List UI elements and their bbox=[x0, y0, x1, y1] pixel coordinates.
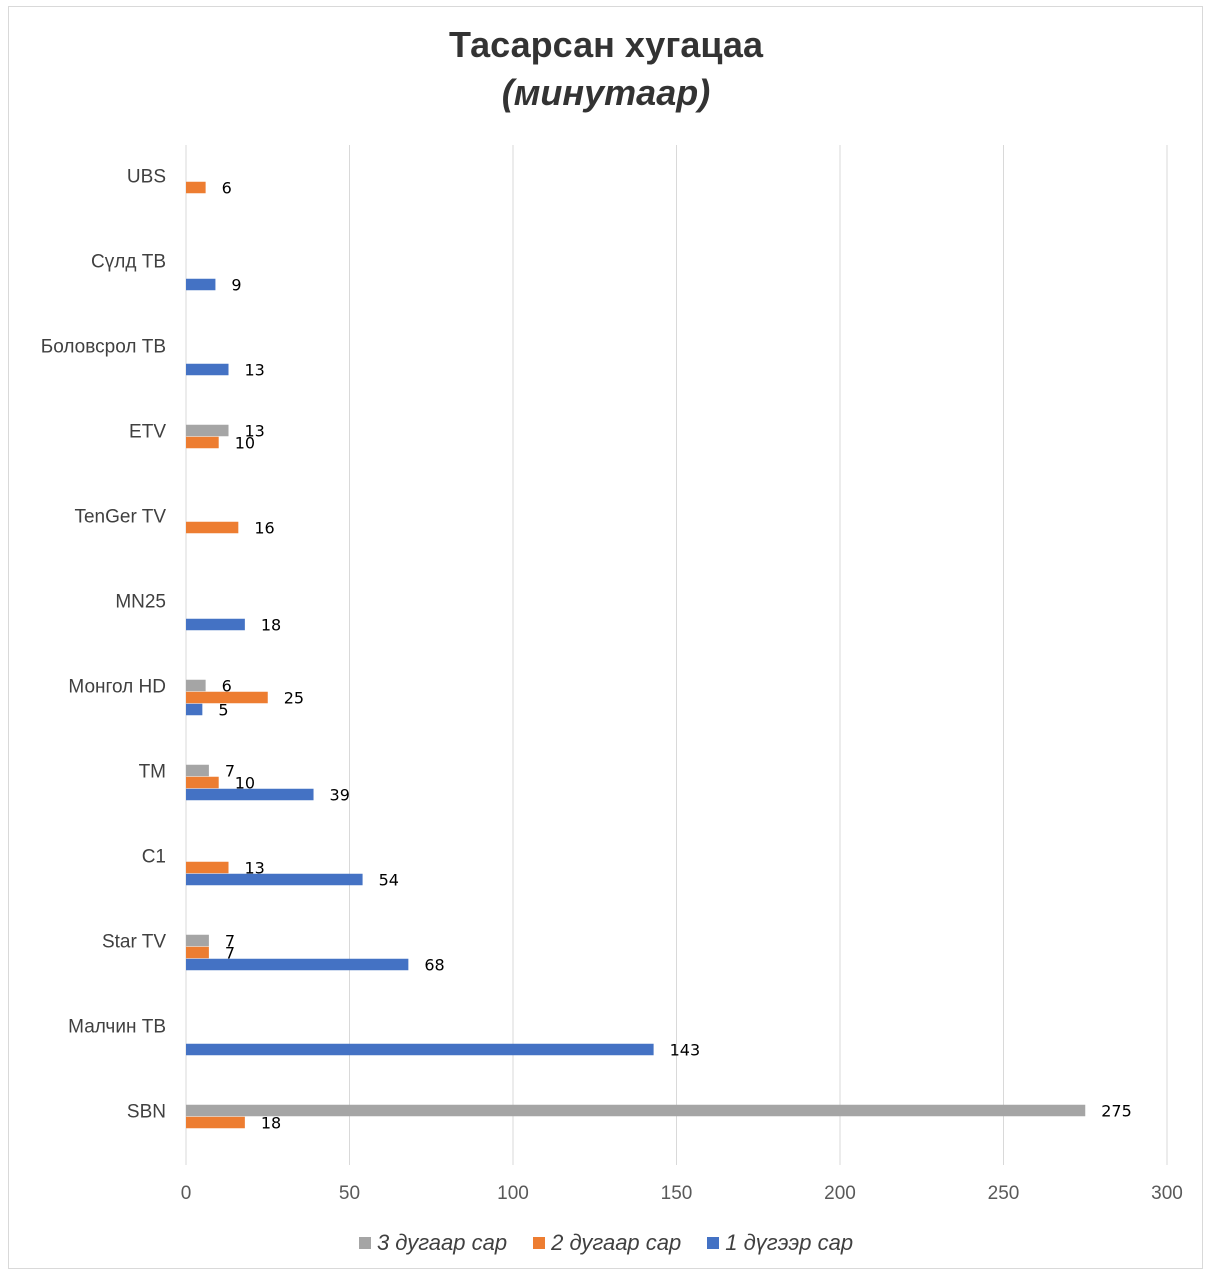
bar bbox=[186, 764, 209, 777]
legend-swatch bbox=[707, 1237, 720, 1249]
data-label: 10 bbox=[235, 434, 255, 453]
legend-item: 2 дугаар сар bbox=[533, 1230, 681, 1256]
data-label: 13 bbox=[245, 361, 265, 380]
chart-legend: 3 дугаар сар 2 дугаар сар 1 дүгээр сар bbox=[0, 1230, 1212, 1256]
y-category-label: UBS bbox=[127, 167, 166, 188]
bar bbox=[186, 1043, 654, 1056]
bar bbox=[186, 1104, 1086, 1117]
bar bbox=[186, 703, 203, 716]
y-category-label: MN25 bbox=[115, 592, 166, 613]
bar bbox=[186, 873, 363, 886]
x-tick-label: 250 bbox=[988, 1183, 1020, 1204]
data-label: 16 bbox=[254, 519, 274, 538]
bar bbox=[186, 788, 314, 801]
data-label: 7 bbox=[225, 762, 235, 781]
legend-label: 3 дугаар сар bbox=[376, 1230, 508, 1255]
bar bbox=[186, 424, 229, 437]
bar bbox=[186, 679, 206, 692]
data-label: 25 bbox=[284, 689, 304, 708]
data-label: 10 bbox=[235, 774, 255, 793]
x-tick-label: 300 bbox=[1151, 1183, 1183, 1204]
data-label: 39 bbox=[330, 786, 350, 805]
x-tick-label: 200 bbox=[824, 1183, 856, 1204]
legend-label: 2 дугаар сар bbox=[551, 1230, 682, 1255]
x-tick-label: 0 bbox=[181, 1183, 192, 1204]
bar bbox=[186, 1116, 245, 1129]
chart-subtitle: (минутаар) bbox=[501, 72, 711, 113]
data-label: 68 bbox=[424, 956, 444, 975]
bar bbox=[186, 278, 216, 291]
x-tick-label: 50 bbox=[339, 1183, 360, 1204]
data-label: 7 bbox=[225, 932, 235, 951]
data-label: 54 bbox=[379, 871, 399, 890]
legend-item: 1 дүгээр сар bbox=[707, 1230, 853, 1256]
data-label: 18 bbox=[261, 1114, 281, 1133]
bar bbox=[186, 861, 229, 874]
x-tick-label: 100 bbox=[497, 1183, 529, 1204]
bar bbox=[186, 181, 206, 194]
bar bbox=[186, 946, 209, 959]
bar bbox=[186, 436, 219, 449]
data-label: 18 bbox=[261, 616, 281, 635]
y-category-label: TM bbox=[139, 762, 166, 783]
data-label: 275 bbox=[1101, 1102, 1132, 1121]
y-category-label: TenGer TV bbox=[74, 507, 166, 528]
y-category-label: Боловсрол ТВ bbox=[41, 337, 166, 358]
y-category-label: ETV bbox=[129, 422, 166, 443]
y-category-label: Сүлд ТВ bbox=[91, 252, 166, 273]
legend-label: 1 дүгээр сар bbox=[725, 1230, 854, 1255]
chart-title: Тасарсан хугацаа bbox=[449, 24, 763, 65]
y-category-label: Малчин ТВ bbox=[68, 1017, 166, 1038]
data-label: 6 bbox=[222, 179, 232, 198]
legend-swatch bbox=[358, 1237, 371, 1249]
y-category-label: SBN bbox=[127, 1102, 166, 1123]
bar bbox=[186, 691, 268, 704]
x-tick-label: 150 bbox=[661, 1183, 693, 1204]
y-category-label: Star TV bbox=[102, 932, 166, 953]
data-label: 7 bbox=[225, 944, 235, 963]
bar bbox=[186, 958, 409, 971]
data-label: 13 bbox=[245, 422, 265, 441]
legend-swatch bbox=[533, 1237, 546, 1249]
bar bbox=[186, 618, 245, 631]
bar bbox=[186, 776, 219, 789]
data-label: 6 bbox=[222, 677, 232, 696]
bar bbox=[186, 521, 239, 534]
data-label: 9 bbox=[231, 276, 241, 295]
data-label: 5 bbox=[218, 701, 228, 720]
y-category-label: C1 bbox=[142, 847, 166, 868]
data-label: 13 bbox=[245, 859, 265, 878]
bar bbox=[186, 363, 229, 376]
y-category-label: Монгол HD bbox=[68, 677, 166, 698]
legend-item: 3 дугаар сар bbox=[358, 1230, 508, 1256]
bar bbox=[186, 934, 209, 947]
data-label: 143 bbox=[670, 1041, 701, 1060]
